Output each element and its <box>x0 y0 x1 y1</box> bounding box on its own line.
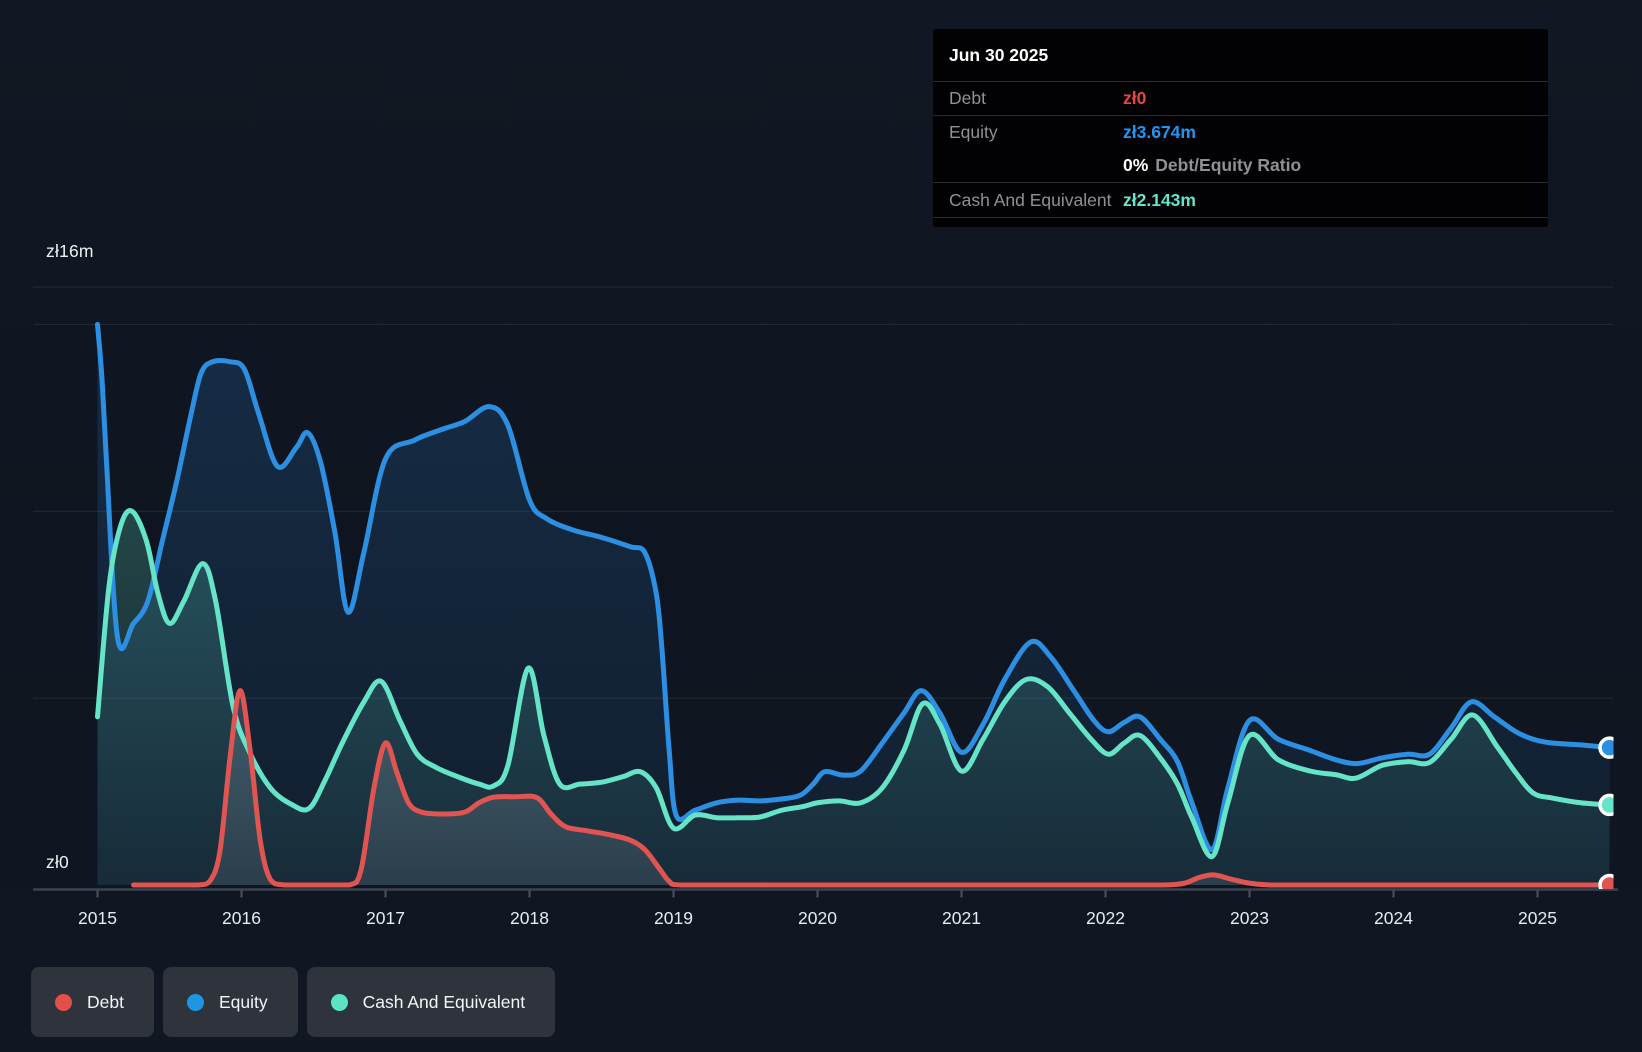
tooltip-debt-value: zł0 <box>1123 88 1147 108</box>
tooltip-cash-value: zł2.143m <box>1123 189 1196 210</box>
x-axis-label: 2022 <box>1086 908 1125 928</box>
cash-and-equivalent-line[interactable] <box>95 508 1612 860</box>
debt-end-marker[interactable] <box>1598 873 1619 895</box>
legend-label-debt: Debt <box>87 991 124 1012</box>
legend-item-debt[interactable]: Debt <box>31 967 154 1037</box>
debt-line[interactable] <box>131 688 1612 888</box>
legend-label-cash: Cash And Equivalent <box>362 991 526 1012</box>
tooltip-date: Jun 30 2025 <box>949 44 1049 65</box>
tooltip-ratio-value: 0% <box>1123 154 1149 175</box>
equity-line[interactable] <box>95 321 1612 853</box>
x-axis-label: 2015 <box>78 908 117 928</box>
legend: Debt Equity Cash And Equivalent <box>31 967 556 1037</box>
x-axis-label: 2023 <box>1230 908 1269 928</box>
x-axis-label: 2025 <box>1518 908 1557 928</box>
tooltip-row-equity: Equity zł3.674m <box>933 115 1548 148</box>
x-axis-label: 2024 <box>1374 908 1413 928</box>
x-axis-label: 2016 <box>222 908 261 928</box>
debt-area <box>133 690 1610 885</box>
chart-tooltip: Jun 30 2025 Debt zł0 Equity zł3.674m 0% D… <box>933 29 1548 227</box>
y-axis-label-max: zł16m <box>46 241 94 261</box>
cash-series-dot <box>330 993 348 1011</box>
x-axis-label: 2017 <box>366 908 405 928</box>
legend-item-cash[interactable]: Cash And Equivalent <box>306 967 556 1037</box>
tooltip-cash-label: Cash And Equivalent <box>949 189 1112 210</box>
legend-label-equity: Equity <box>218 991 268 1012</box>
x-axis-label: 2020 <box>798 908 837 928</box>
y-axis-label-zero: zł0 <box>46 852 69 872</box>
tooltip-equity-value: zł3.674m <box>1123 121 1196 142</box>
tooltip-row-debt: Debt zł0 <box>933 81 1548 115</box>
x-axis-label: 2019 <box>654 908 693 928</box>
equity-end-marker[interactable] <box>1598 736 1619 759</box>
tooltip-row-ratio: 0% Debt/Equity Ratio <box>933 148 1548 182</box>
equity-area <box>97 324 1610 885</box>
tooltip-debt-label: Debt <box>949 88 986 108</box>
legend-item-equity[interactable]: Equity <box>162 967 298 1037</box>
cash-and-equivalent-end-marker[interactable] <box>1598 793 1619 817</box>
x-axis-label: 2018 <box>510 908 549 928</box>
equity-series-dot <box>186 993 204 1011</box>
debt-series-dot <box>55 993 72 1011</box>
x-axis-label: 2021 <box>942 908 981 928</box>
tooltip-equity-label: Equity <box>949 121 998 142</box>
tooltip-row-cash: Cash And Equivalent zł2.143m <box>933 182 1548 217</box>
tooltip-ratio-label: Debt/Equity Ratio <box>1155 154 1302 175</box>
tooltip-ratio: 0% Debt/Equity Ratio <box>1123 155 1301 176</box>
